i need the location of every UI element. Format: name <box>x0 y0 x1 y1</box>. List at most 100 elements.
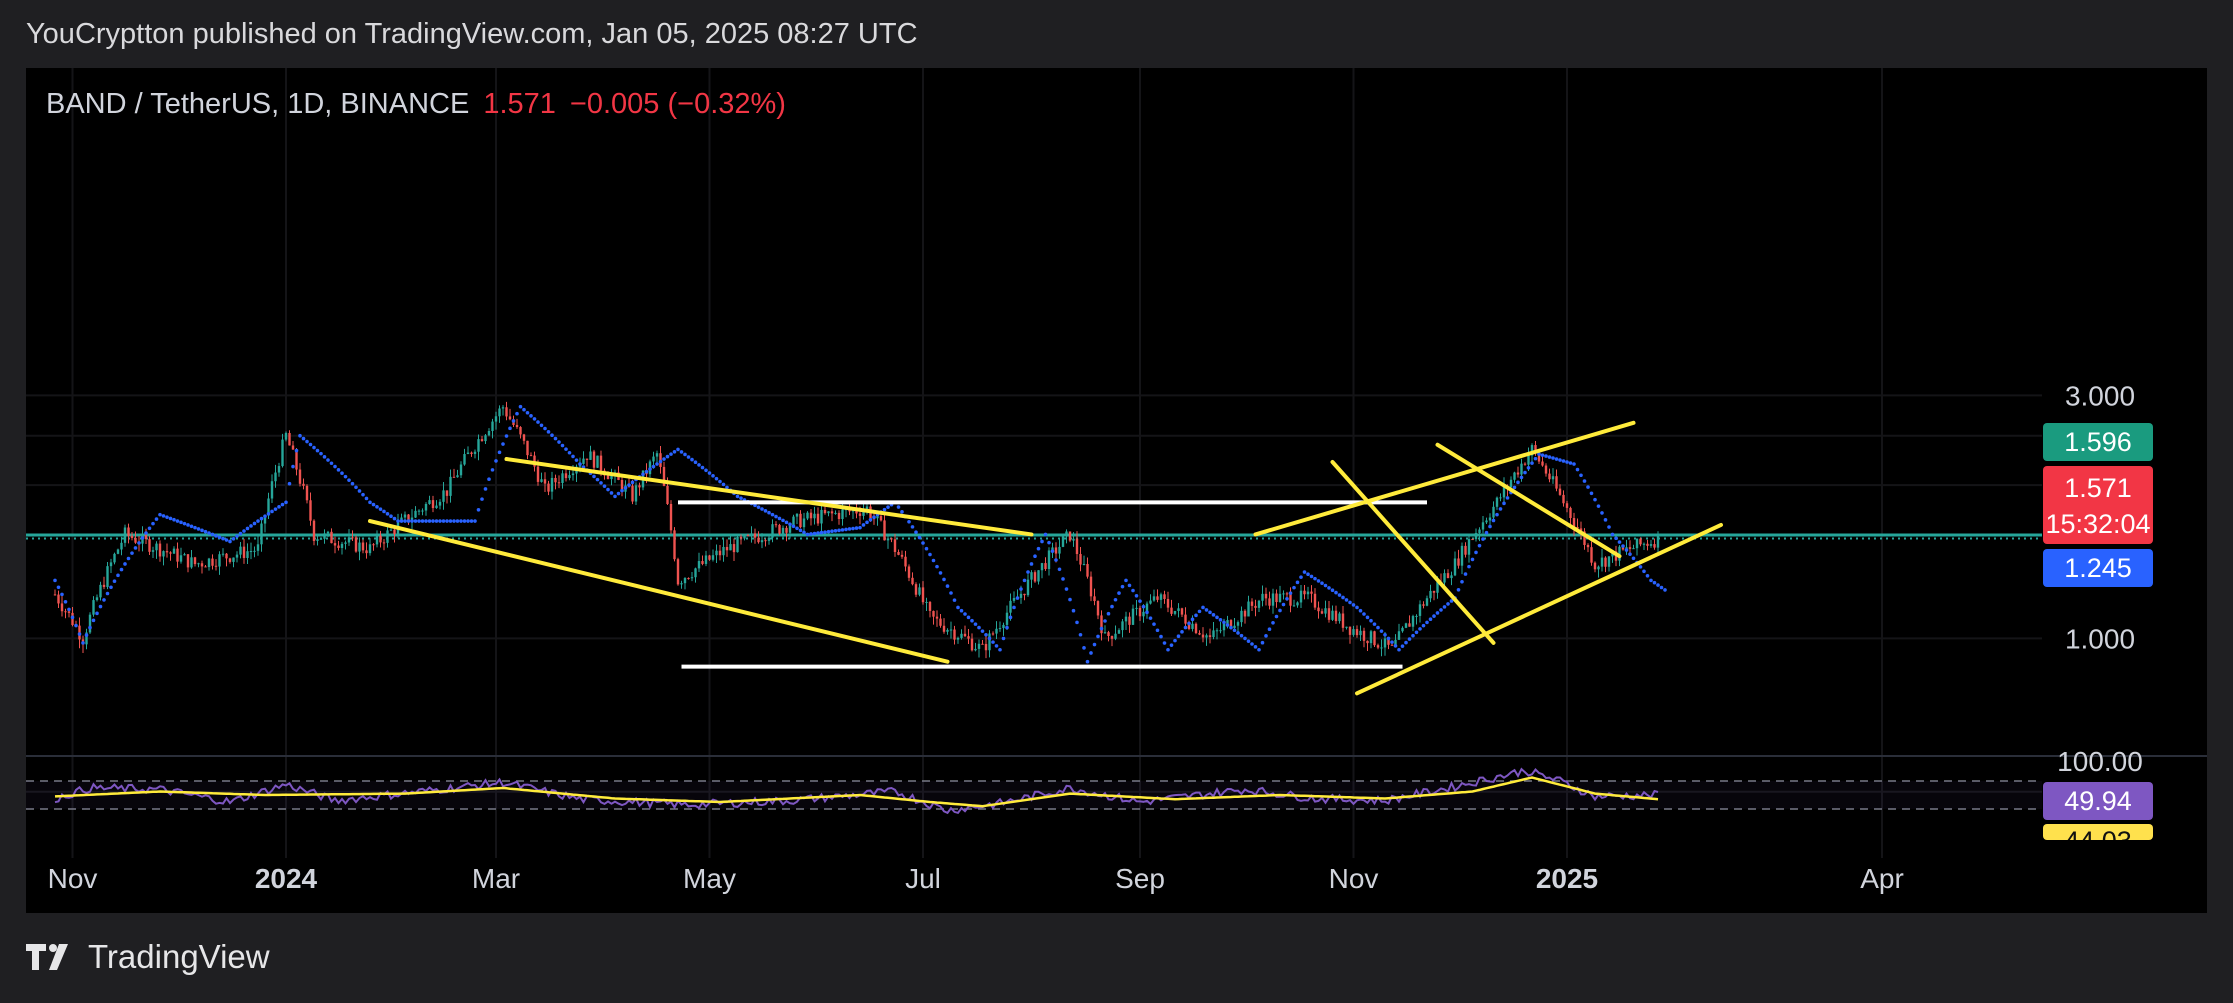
candle-body <box>1103 632 1107 634</box>
indicator-dots <box>53 404 1667 664</box>
candle-body <box>1187 623 1191 629</box>
indicator-dot <box>1113 597 1118 602</box>
indicator-dot <box>1166 647 1170 652</box>
indicator-dot <box>154 517 159 521</box>
candle-body <box>1177 608 1180 611</box>
indicator-dot <box>802 530 806 535</box>
indicator-dot <box>81 641 85 645</box>
indicator-dot <box>812 531 817 536</box>
time-tick-label: May <box>683 863 736 894</box>
candle-body <box>865 506 869 511</box>
horizontal-lines <box>26 533 2042 540</box>
candle-body <box>911 577 914 585</box>
candle-body <box>88 614 92 633</box>
candle-body <box>95 597 99 601</box>
candle-body <box>148 539 151 552</box>
candle-body <box>1124 616 1128 622</box>
indicator-dot <box>739 496 743 500</box>
candle-body <box>120 542 123 550</box>
candle-body <box>1359 630 1362 636</box>
indicator-dot <box>700 465 705 470</box>
indicator-dot <box>837 528 841 533</box>
indicator-dot <box>1372 622 1377 626</box>
indicator-dot <box>1176 634 1181 638</box>
candle-body <box>540 479 543 482</box>
indicator-dot <box>735 494 740 499</box>
indicator-dot <box>378 507 383 511</box>
indicator-dot <box>1253 645 1258 649</box>
indicator-dot <box>1365 615 1370 620</box>
candle-body <box>1156 596 1159 600</box>
candle-body <box>326 531 330 534</box>
chart-panel[interactable] <box>26 68 2207 913</box>
indicator-dot <box>1470 557 1475 562</box>
candle-body <box>487 431 491 436</box>
indicator-dot <box>672 449 677 454</box>
indicator-dot <box>375 505 379 509</box>
indicator-dot <box>116 573 120 578</box>
candle-body <box>172 548 176 554</box>
candle-body <box>106 566 109 587</box>
candle-body <box>1380 647 1383 649</box>
candle-body <box>935 616 939 619</box>
indicator-dot <box>1159 634 1163 639</box>
indicator-dot <box>1218 618 1223 622</box>
candle-body <box>295 449 298 470</box>
indicator-dot <box>830 529 834 534</box>
candle-body <box>620 479 624 492</box>
indicator-dot <box>886 505 890 509</box>
candle-body <box>1527 455 1530 465</box>
candle-body <box>354 537 358 552</box>
indicator-dot <box>522 407 526 412</box>
candle-body <box>1250 601 1254 606</box>
candle-body <box>771 524 774 538</box>
candle-body <box>1219 630 1222 632</box>
candle-body <box>1096 601 1100 616</box>
indicator-dot <box>1575 467 1580 472</box>
indicator-dot <box>1022 578 1027 583</box>
indicator-dot <box>809 532 813 536</box>
indicator-dot <box>907 519 911 524</box>
indicator-dot <box>1106 611 1111 616</box>
indicator-dot <box>1474 550 1478 555</box>
candle-body <box>1261 593 1264 601</box>
indicator-dot <box>1624 548 1629 552</box>
candle-body <box>242 546 246 558</box>
candle-body <box>813 513 816 519</box>
indicator-dot <box>189 524 194 529</box>
candle-body <box>827 511 830 514</box>
candle-body <box>281 439 284 467</box>
candle-body <box>305 485 309 501</box>
candle-body <box>1488 517 1492 521</box>
indicator-dot <box>158 512 162 517</box>
indicator-dot <box>1148 616 1153 620</box>
indicator-dot <box>434 519 439 523</box>
candle-body <box>501 407 505 409</box>
candle-body <box>1051 547 1054 551</box>
candle-body <box>697 561 701 569</box>
indicator-dot <box>364 496 369 501</box>
indicator-dot <box>137 541 141 545</box>
candle-body <box>151 550 155 552</box>
candle-body <box>1464 545 1467 555</box>
indicator-dot <box>1257 647 1261 652</box>
indicator-dot <box>1421 623 1426 628</box>
candle-body <box>1509 479 1513 488</box>
candle-body <box>736 536 739 553</box>
candle-body <box>1457 558 1460 566</box>
indicator-dot <box>144 531 148 535</box>
candle-body <box>1523 463 1527 465</box>
candle-body <box>288 432 291 446</box>
indicator-dot <box>795 526 799 531</box>
indicator-dot <box>546 430 551 434</box>
candle-body <box>64 611 67 613</box>
indicator-dot <box>245 526 250 531</box>
indicator-dot <box>1488 524 1492 529</box>
candle-body <box>1275 593 1278 603</box>
indicator-dot <box>1561 459 1566 463</box>
indicator-dot <box>466 519 470 523</box>
candle-body <box>1317 607 1320 612</box>
indicator-dot <box>683 452 687 457</box>
indicator-dot <box>473 519 477 523</box>
